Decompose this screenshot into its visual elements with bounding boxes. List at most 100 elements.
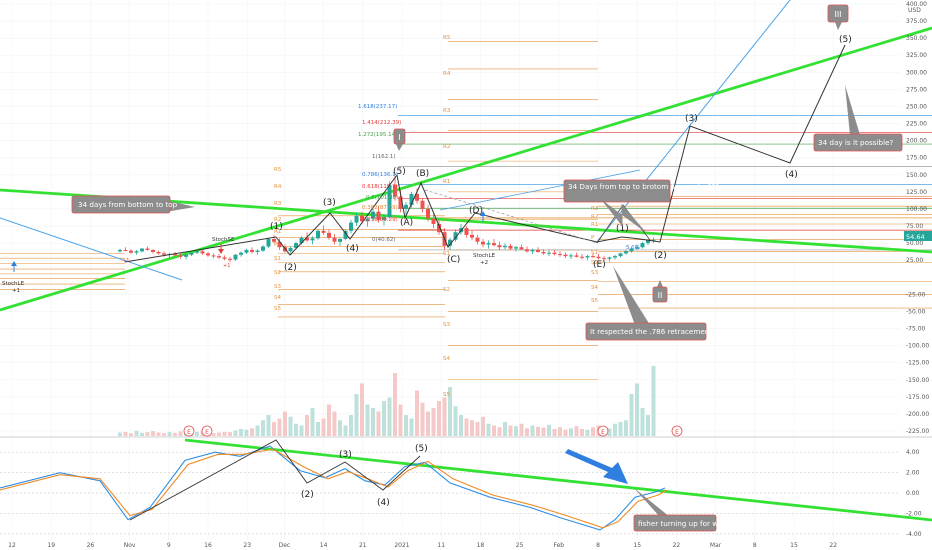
fib-lines <box>398 115 932 251</box>
volume-bar <box>354 394 359 436</box>
candle-body <box>618 253 623 257</box>
svg-text:III: III <box>834 10 841 19</box>
candle-body <box>541 252 546 254</box>
price-tick-label: 300.00 <box>906 69 927 76</box>
volume-bar <box>321 418 326 436</box>
candle-body <box>343 230 348 240</box>
e-marker-4: E <box>671 425 683 437</box>
volume-bar <box>266 415 271 436</box>
signal-stochle-2: StochLE +2 <box>473 211 496 266</box>
volume-bar <box>167 431 172 436</box>
volume-bar <box>629 394 634 436</box>
pivot-r5-a: R5 <box>274 167 282 173</box>
deviation-label: 5.1% <box>626 245 640 251</box>
time-tick-label: 8 <box>596 542 600 549</box>
volume-bar <box>508 425 513 436</box>
candle-body <box>173 254 177 256</box>
volume-bar <box>123 431 128 436</box>
candle-body <box>162 253 166 255</box>
candle-body <box>151 249 155 253</box>
volume-bar <box>272 422 276 436</box>
price-tick-label: -200.00 <box>906 411 929 418</box>
svg-text:E: E <box>187 429 191 436</box>
price-tick-label: 75.00 <box>906 223 923 230</box>
candle-body <box>261 246 265 251</box>
volume-bar <box>420 402 425 436</box>
svg-text:E: E <box>675 429 679 436</box>
e-marker-3: E <box>597 425 609 437</box>
candle-body <box>503 245 507 248</box>
volume-bar <box>552 429 557 436</box>
pivot-s4-b: S4 <box>443 356 450 362</box>
candle-body <box>547 252 551 254</box>
volume-bar <box>563 429 568 436</box>
candle-body <box>624 251 628 254</box>
candle-body <box>530 249 535 252</box>
candle-body <box>327 232 331 238</box>
pivot-s3-b: S3 <box>443 322 450 328</box>
pivot-r3-c: R3 <box>591 206 599 212</box>
candle-body <box>508 245 513 249</box>
wave-label-4b: (4) <box>785 170 798 180</box>
svg-text:II: II <box>658 291 663 300</box>
volume-bar <box>431 408 436 436</box>
pivot-r1-b: R1 <box>443 179 450 185</box>
price-axis-unit: USD <box>908 7 921 14</box>
volume-bar <box>228 432 232 436</box>
candle-body <box>585 256 590 258</box>
volume-bar <box>591 427 595 436</box>
price-tick-label: 50.00 <box>906 240 923 247</box>
signal-stochle-1: StochLE +1 <box>2 261 25 294</box>
volume-bar <box>470 420 474 436</box>
candle-body <box>134 251 139 253</box>
volume-bar <box>217 432 221 436</box>
price-tick-label: 400.00 <box>906 1 927 8</box>
svg-text:It respected the .786 retracem: It respected the .786 retracement <box>590 327 712 336</box>
candle-body <box>481 241 485 245</box>
candle-body <box>646 240 650 244</box>
candle-body <box>398 196 403 209</box>
volume-bar <box>569 428 573 436</box>
oscillator-axis: 4.00 2.00 0.00 -2.00 -4.00 <box>906 449 922 538</box>
candle-body <box>332 237 337 242</box>
volume-bar <box>332 411 337 436</box>
volume-bar <box>244 429 249 436</box>
pivot-r4-b: R4 <box>443 71 451 77</box>
wave-label-2b: (2) <box>654 251 667 261</box>
roman-marker-iii: III <box>827 4 849 30</box>
candle-body <box>371 211 375 219</box>
candle-body <box>651 239 656 241</box>
candle-body <box>288 247 293 252</box>
volume-bar <box>464 418 469 436</box>
candle-body <box>536 249 540 253</box>
pivot-s1-c: S1 <box>591 250 598 256</box>
price-tick-label: -225.00 <box>906 428 929 435</box>
svg-text:E: E <box>205 429 209 436</box>
green-trendline-oscillator <box>184 438 932 522</box>
fib-ext-1618: 1.618(237.17) <box>358 104 397 110</box>
time-tick-label: 16 <box>204 542 212 549</box>
candle-body <box>211 255 216 257</box>
volume-bar <box>613 423 617 436</box>
candle-body <box>129 250 133 253</box>
candle-body <box>558 254 562 256</box>
volume-bar <box>398 404 403 436</box>
osc-wave-4: (4) <box>377 498 390 508</box>
volume-bar <box>618 422 623 436</box>
pivot-s5-c: S5 <box>591 298 598 304</box>
volume-bar <box>134 430 139 436</box>
current-price-badge: 54.64 <box>904 231 932 241</box>
candle-body <box>316 230 320 239</box>
candle-body <box>376 211 381 220</box>
candle-body <box>591 256 595 258</box>
blue-trendline <box>0 217 183 281</box>
wave-label-5: (5) <box>393 167 406 177</box>
time-tick-label: 12 <box>8 542 16 549</box>
callout-bottom-to-top: 34 days from bottom to top <box>71 195 195 214</box>
osc-tick-label: 4.00 <box>906 449 920 456</box>
price-tick-label: -125.00 <box>906 360 929 367</box>
e-marker-2: E <box>201 425 213 437</box>
pivot-s3-a: S3 <box>274 284 281 290</box>
osc-tick-label: -4.00 <box>906 531 922 538</box>
svg-text:E: E <box>601 429 605 436</box>
